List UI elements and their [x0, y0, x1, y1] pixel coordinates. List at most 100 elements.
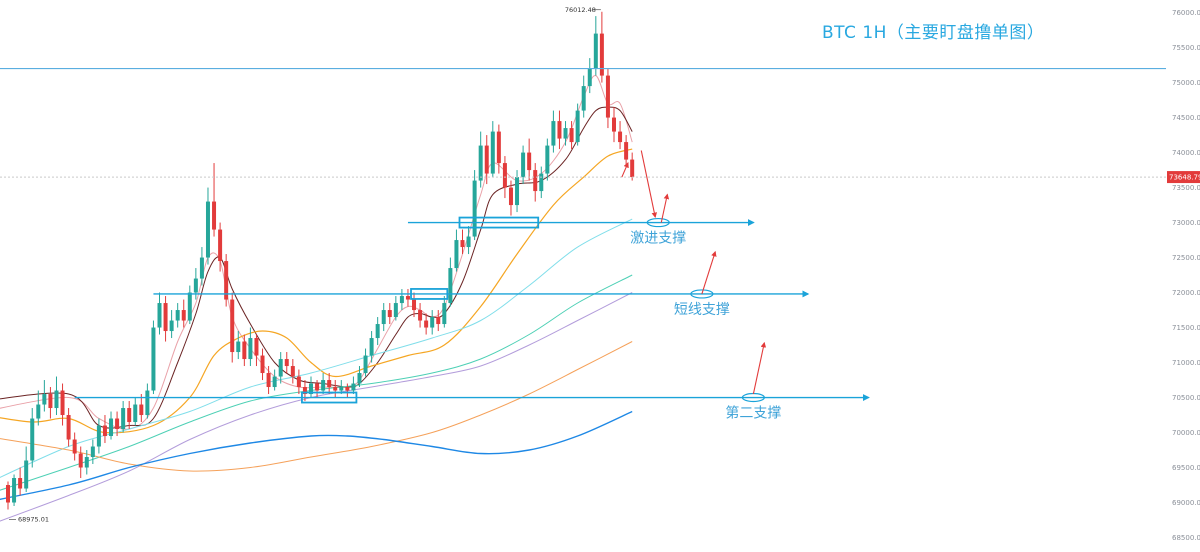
candle-body	[109, 418, 114, 437]
candle-body	[551, 121, 556, 146]
candle-body	[42, 394, 47, 405]
moving-averages-layer	[0, 75, 633, 522]
candle-body	[472, 180, 477, 237]
moving-average-line	[0, 341, 633, 472]
target-ellipse	[646, 217, 670, 228]
candle-body	[309, 383, 313, 395]
forecast-arrow	[640, 150, 657, 219]
candle-body	[381, 310, 386, 325]
y-tick-label: 70000.00	[1172, 429, 1200, 437]
candle-body	[581, 86, 586, 111]
y-tick-label: 73000.00	[1172, 219, 1200, 227]
candle-body	[66, 415, 71, 440]
y-tick-label: 71000.00	[1172, 359, 1200, 367]
chart-title: BTC 1H（主要盯盘撸单图）	[822, 23, 1044, 43]
candle-body	[242, 341, 247, 360]
candle-body	[24, 460, 29, 489]
candle-body	[605, 75, 610, 118]
candle-body	[484, 145, 489, 174]
candle-body	[363, 355, 368, 374]
candle-body	[612, 117, 616, 132]
candle-body	[218, 229, 223, 262]
high-price-label: 76012.48	[565, 6, 596, 14]
candle-body	[424, 320, 429, 328]
candle-body	[533, 170, 538, 192]
candle-body	[60, 390, 65, 416]
y-tick-label: 75000.00	[1172, 79, 1200, 87]
candle-body	[442, 303, 447, 325]
candle-body	[48, 394, 53, 409]
candle-body	[387, 310, 392, 318]
candle-body	[345, 387, 350, 391]
candle-body	[133, 404, 138, 423]
candle-body	[102, 425, 107, 437]
candle-body	[399, 296, 404, 304]
candle-body	[157, 303, 162, 328]
candle-body	[90, 446, 95, 458]
candle-body	[563, 128, 568, 139]
candle-body	[466, 236, 471, 248]
candle-body	[351, 383, 356, 391]
candle-body	[339, 387, 344, 391]
support-label: 激进支撑	[630, 230, 686, 247]
candle-body	[163, 303, 168, 332]
y-tick-label: 75500.00	[1172, 44, 1200, 52]
candle-body	[557, 121, 562, 139]
candle-body	[575, 110, 580, 143]
candle-body	[357, 373, 362, 384]
candle-body	[375, 324, 380, 339]
candle-body	[478, 145, 483, 181]
candle-body	[84, 457, 89, 468]
moving-average-line	[0, 218, 633, 478]
current-price-tag	[1167, 171, 1200, 184]
candle-body	[290, 366, 295, 377]
candle-body	[515, 177, 520, 206]
y-tick-label: 74500.00	[1172, 114, 1200, 122]
candle-body	[266, 373, 271, 388]
candle-body	[302, 387, 307, 395]
candle-body	[545, 145, 550, 174]
candle-body	[454, 240, 459, 269]
candle-body	[624, 142, 629, 160]
candle-body	[230, 299, 235, 353]
candle-body	[412, 299, 417, 311]
candle-body	[121, 408, 126, 430]
target-ellipse	[690, 289, 714, 299]
candle-body	[502, 163, 507, 188]
candle-body	[151, 327, 156, 391]
candle-body	[30, 418, 35, 461]
candle-body	[490, 131, 495, 174]
candle-body	[599, 33, 604, 76]
candle-body	[18, 478, 23, 489]
candle-body	[284, 359, 289, 367]
candle-body	[393, 303, 398, 318]
candle-body	[278, 359, 283, 377]
candle-body	[587, 68, 592, 87]
candle-body	[127, 408, 132, 423]
y-tick-label: 74000.00	[1172, 149, 1200, 157]
candle-body	[212, 201, 217, 230]
candle-body	[78, 453, 83, 468]
candle-body	[205, 201, 210, 258]
candle-body	[12, 478, 17, 503]
candle-body	[224, 261, 229, 300]
y-tick-label: 69000.00	[1172, 499, 1200, 507]
y-tick-label: 70500.00	[1172, 394, 1200, 402]
candle-body	[193, 278, 198, 293]
candle-body	[260, 355, 265, 374]
candle-body	[496, 131, 501, 164]
moving-average-line	[0, 292, 633, 522]
support-box	[458, 216, 540, 229]
support-box	[301, 391, 358, 404]
candle-body	[272, 376, 277, 388]
candle-body	[54, 390, 59, 409]
moving-average-line	[0, 106, 633, 429]
candle-body	[139, 404, 144, 416]
candle-body	[115, 418, 120, 430]
candle-body	[527, 152, 532, 171]
candle-body	[430, 317, 435, 328]
candle-body	[145, 390, 150, 416]
moving-average-line	[0, 75, 633, 430]
candle-body	[327, 380, 332, 388]
